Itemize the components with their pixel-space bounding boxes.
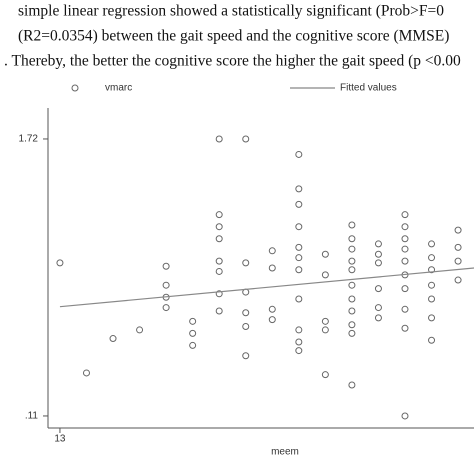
point [295, 243, 303, 251]
y-tick-label: 1.72 [19, 134, 39, 145]
point [295, 254, 303, 262]
point [454, 276, 462, 284]
point [348, 381, 356, 389]
point [295, 200, 303, 208]
point [136, 326, 144, 334]
point [348, 257, 356, 265]
point [242, 352, 250, 360]
point [401, 235, 409, 243]
point [401, 223, 409, 231]
point [348, 329, 356, 337]
fitted-line [59, 267, 474, 308]
point [215, 211, 223, 219]
point [215, 307, 223, 315]
point [454, 243, 462, 251]
point [321, 326, 329, 334]
point [242, 309, 250, 317]
point [268, 264, 276, 272]
point [428, 240, 436, 248]
x-tick-label: 13 [54, 434, 66, 445]
point [215, 223, 223, 231]
point [428, 336, 436, 344]
y-tick-label: .11 [25, 411, 39, 422]
point [401, 305, 409, 313]
point [189, 341, 197, 349]
point [295, 347, 303, 355]
paragraph-line: simple linear regression showed a statis… [18, 3, 444, 20]
point [401, 324, 409, 332]
point [348, 235, 356, 243]
point [428, 254, 436, 262]
x-axis-label: meem [271, 447, 299, 458]
point [374, 250, 382, 258]
point [242, 135, 250, 143]
point [321, 317, 329, 325]
point [268, 305, 276, 313]
point [348, 307, 356, 315]
point [374, 304, 382, 312]
point [215, 267, 223, 275]
point [428, 281, 436, 289]
point [215, 257, 223, 265]
point [242, 322, 250, 330]
point [401, 412, 409, 420]
point [321, 271, 329, 279]
point [428, 314, 436, 322]
point [295, 150, 303, 158]
point [162, 304, 170, 312]
point [295, 295, 303, 303]
point [56, 259, 64, 267]
point [295, 326, 303, 334]
paragraph-line: (R2=0.0354) between the gait speed and t… [18, 28, 449, 45]
point [189, 329, 197, 337]
legend-key [71, 84, 79, 92]
point [401, 285, 409, 293]
point [374, 285, 382, 293]
point [348, 266, 356, 274]
point [109, 335, 117, 343]
point [348, 245, 356, 253]
point [215, 135, 223, 143]
point [321, 371, 329, 379]
point [268, 316, 276, 324]
legend-label: Fitted values [340, 83, 397, 94]
point [348, 221, 356, 229]
point [374, 259, 382, 267]
legend-label: vmarc [105, 83, 132, 94]
point [268, 247, 276, 255]
point [215, 235, 223, 243]
point [215, 290, 223, 298]
point [348, 295, 356, 303]
point [82, 369, 90, 377]
point [295, 223, 303, 231]
point [348, 321, 356, 329]
point [454, 226, 462, 234]
point [321, 250, 329, 258]
point [374, 314, 382, 322]
paragraph-line: . Thereby, the better the cognitive scor… [4, 53, 461, 70]
point [348, 281, 356, 289]
point [401, 245, 409, 253]
point [428, 266, 436, 274]
point [189, 317, 197, 325]
point [295, 185, 303, 193]
point [401, 211, 409, 219]
point [428, 295, 436, 303]
point [374, 240, 382, 248]
point [454, 257, 462, 265]
point [162, 281, 170, 289]
point [162, 262, 170, 270]
point [295, 266, 303, 274]
point [295, 338, 303, 346]
point [401, 257, 409, 265]
point [242, 259, 250, 267]
